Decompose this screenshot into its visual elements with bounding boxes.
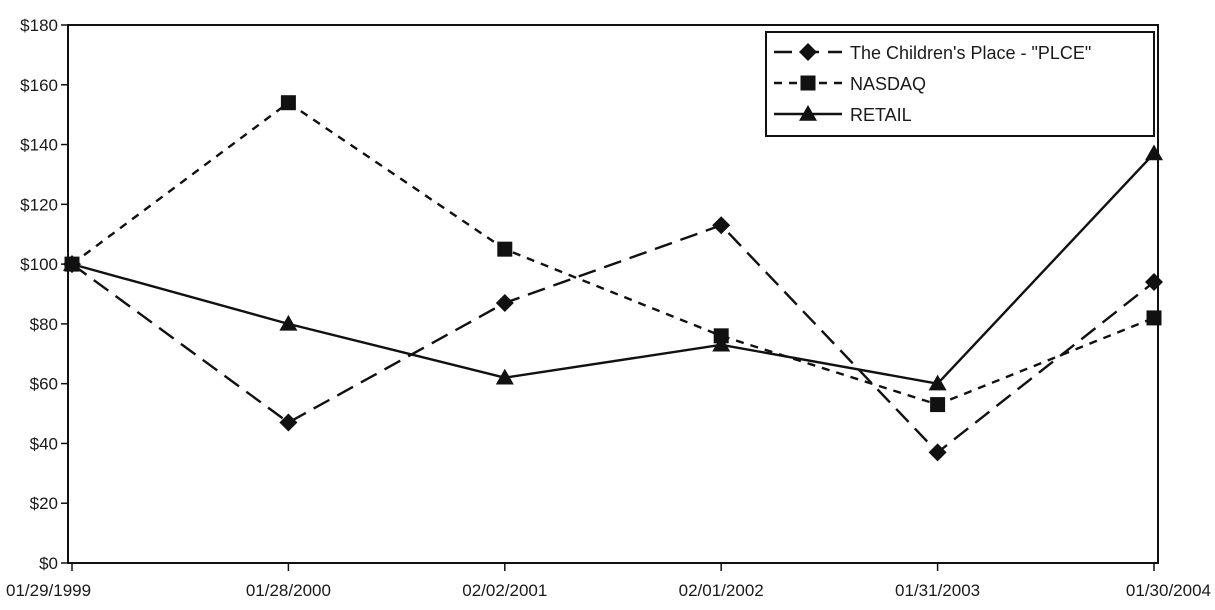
y-tick-label: $80 bbox=[30, 315, 58, 334]
plot-frame bbox=[67, 24, 1159, 564]
x-axis: 01/29/1999 01/28/2000 02/02/2001 02/01/2002… bbox=[6, 563, 1211, 600]
legend-label: NASDAQ bbox=[850, 74, 926, 94]
data-point-diamond bbox=[1145, 273, 1163, 292]
legend-box bbox=[765, 31, 1155, 137]
y-axis: $0 $20 $40 $60 $80 $100 $120 $140 $160 $180 bbox=[20, 16, 68, 573]
data-point-square bbox=[497, 241, 513, 257]
data-point-square bbox=[280, 95, 296, 111]
data-point-diamond bbox=[928, 443, 947, 462]
data-point-square bbox=[1146, 310, 1162, 326]
x-tick-label: 02/01/2002 bbox=[679, 581, 764, 600]
series-group bbox=[63, 216, 1163, 462]
y-tick-label: $40 bbox=[30, 434, 58, 453]
series-group bbox=[63, 144, 1163, 391]
data-point-diamond bbox=[712, 216, 731, 235]
data-point-diamond bbox=[279, 413, 298, 432]
y-tick-label: $0 bbox=[39, 554, 58, 573]
legend-label: The Children's Place - "PLCE" bbox=[850, 43, 1091, 63]
data-point-triangle bbox=[712, 335, 731, 352]
y-tick-label: $180 bbox=[20, 16, 58, 35]
data-point-triangle bbox=[1145, 144, 1163, 161]
y-tick-label: $120 bbox=[20, 195, 58, 214]
y-tick-label: $100 bbox=[20, 255, 58, 274]
data-point-square bbox=[930, 397, 946, 413]
y-tick-label: $20 bbox=[30, 494, 58, 513]
legend-swatch-marker bbox=[799, 43, 817, 61]
series-layer bbox=[63, 95, 1163, 462]
x-tick-label: 02/02/2001 bbox=[462, 581, 547, 600]
data-point-triangle bbox=[928, 374, 947, 391]
data-point-triangle bbox=[495, 368, 514, 385]
series-group bbox=[64, 95, 1162, 413]
data-point-triangle bbox=[279, 314, 298, 331]
legend: The Children's Place - "PLCE" NASDAQ RETAI… bbox=[765, 31, 1155, 137]
x-tick-label: 01/31/2003 bbox=[895, 581, 980, 600]
y-tick-label: $160 bbox=[20, 76, 58, 95]
x-tick-label: 01/28/2000 bbox=[246, 581, 331, 600]
legend-swatch-marker bbox=[800, 75, 816, 91]
y-tick-label: $140 bbox=[20, 136, 58, 155]
x-tick-label: 01/30/2004 bbox=[1126, 581, 1211, 600]
series-line bbox=[71, 224, 1155, 454]
data-point-diamond bbox=[495, 293, 514, 312]
legend-label: RETAIL bbox=[850, 105, 912, 125]
x-tick-label: 01/29/1999 bbox=[6, 581, 91, 600]
legend-swatch-marker bbox=[799, 105, 817, 121]
series-line bbox=[71, 152, 1155, 385]
series-line bbox=[71, 101, 1155, 406]
y-tick-label: $60 bbox=[30, 375, 58, 394]
data-point-triangle bbox=[63, 255, 81, 271]
